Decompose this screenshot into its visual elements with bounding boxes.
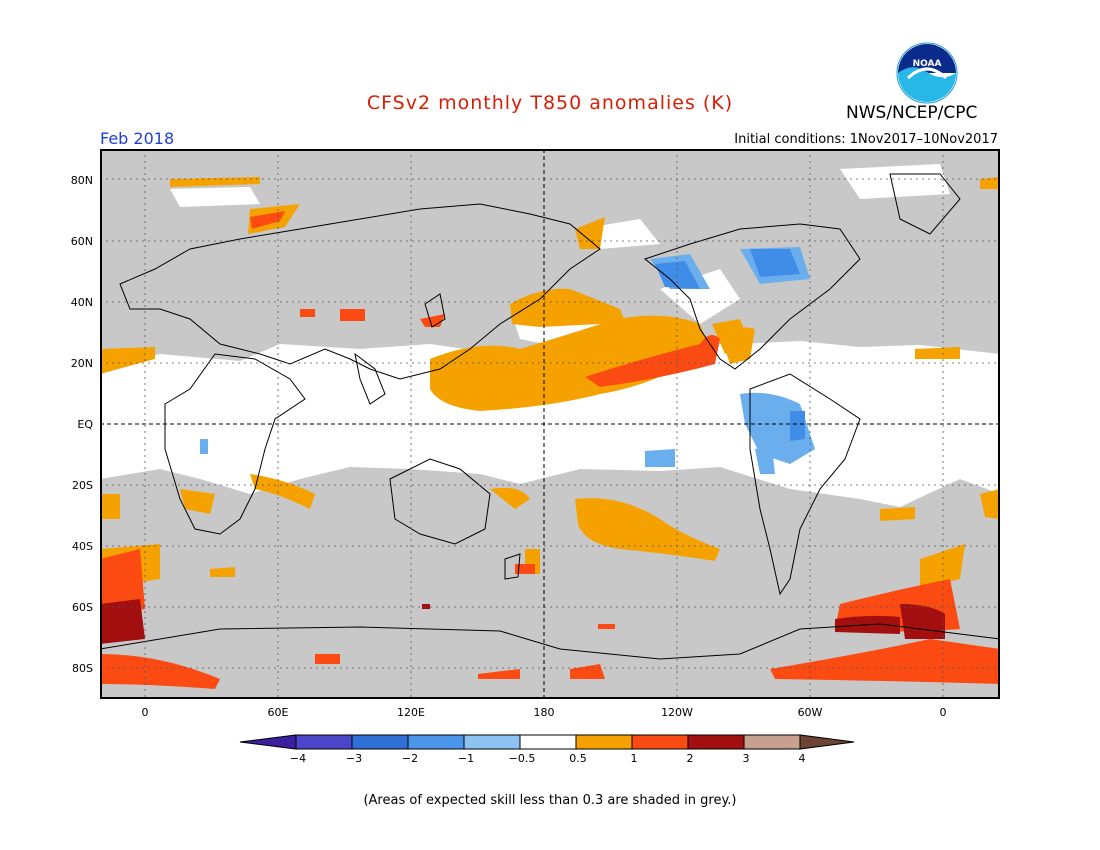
graticule (100, 149, 1000, 699)
lat-tick-label: 60S (72, 601, 93, 614)
initial-conditions: Initial conditions: 1Nov2017–10Nov2017 (734, 132, 998, 147)
colorbar-label: −4 (289, 752, 307, 765)
colorbar-label: 1 (630, 752, 638, 765)
colorbar-segment (743, 734, 801, 750)
colorbar-label: −3 (345, 752, 363, 765)
skill-note: (Areas of expected skill less than 0.3 a… (363, 793, 737, 808)
noaa-logo: NOAA (896, 42, 958, 104)
colorbar-segment (295, 734, 353, 750)
lon-tick-label: 120W (661, 706, 693, 719)
lat-tick-label: 80N (70, 174, 93, 187)
colorbar-segment (407, 734, 465, 750)
valid-month: Feb 2018 (100, 129, 175, 148)
lat-tick-label: 40S (72, 540, 93, 553)
lon-tick-label: 120E (397, 706, 425, 719)
colorbar-segment (687, 734, 745, 750)
lon-tick-label: 180 (533, 706, 555, 719)
coastlines (100, 173, 1000, 660)
colorbar-label: −2 (401, 752, 419, 765)
lat-tick-label: 80S (72, 662, 93, 675)
lat-tick-label: 20N (70, 357, 93, 370)
colorbar-segment (239, 734, 297, 750)
anomaly-map (100, 149, 1000, 699)
colorbar-label: 3 (742, 752, 750, 765)
colorbar-label: 4 (798, 752, 806, 765)
lat-tick-label: 60N (70, 235, 93, 248)
colorbar-label: 0.5 (569, 752, 587, 765)
agency-label: NWS/NCEP/CPC (846, 103, 978, 123)
colorbar-label: −0.5 (508, 752, 536, 765)
colorbar-label: 2 (686, 752, 694, 765)
colorbar-segment (351, 734, 409, 750)
lat-tick-label: 40N (70, 296, 93, 309)
equator-dateline (100, 149, 1000, 699)
colorbar-label: −1 (457, 752, 475, 765)
lat-tick-label: EQ (77, 418, 93, 431)
colorbar-segment (463, 734, 521, 750)
lat-tick-label: 20S (72, 479, 93, 492)
lon-tick-label: 60E (267, 706, 289, 719)
cold-anomaly-blue (655, 249, 805, 441)
lon-tick-label: 0 (141, 706, 149, 719)
svg-text:NOAA: NOAA (913, 59, 942, 69)
colorbar-segment (799, 734, 855, 750)
colorbar-segment (519, 734, 577, 750)
map-title: CFSv2 monthly T850 anomalies (K) (366, 92, 734, 114)
lon-tick-label: 60W (797, 706, 823, 719)
lon-tick-label: 0 (939, 706, 947, 719)
colorbar-segment (575, 734, 633, 750)
colorbar (239, 734, 855, 750)
colorbar-segment (631, 734, 689, 750)
